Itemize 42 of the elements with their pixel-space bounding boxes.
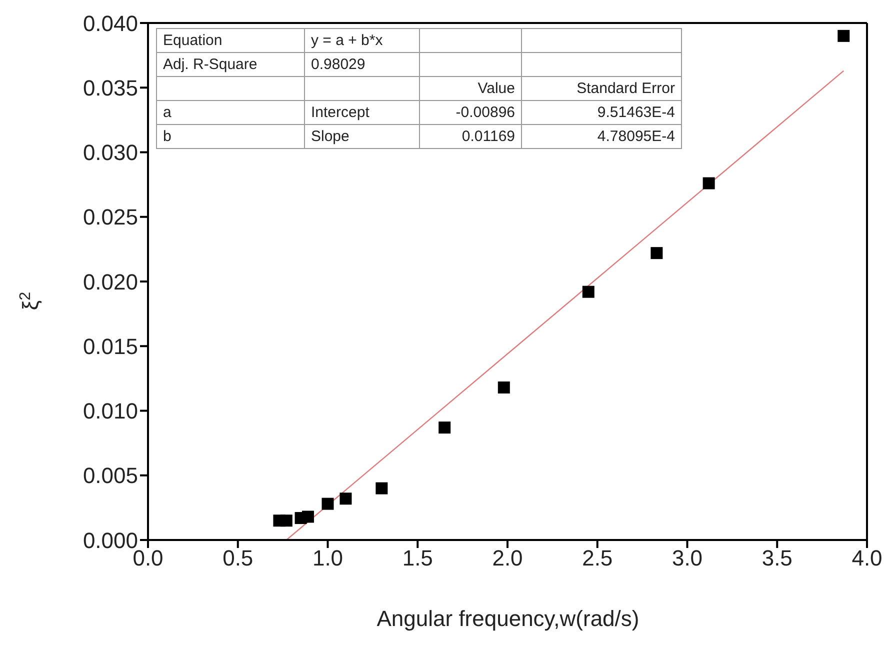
annotation: 9.51463E-4 bbox=[522, 100, 682, 124]
x-tick-label: 3.0 bbox=[672, 546, 703, 571]
point bbox=[650, 247, 663, 260]
y-tick-label: 0.035 bbox=[82, 75, 138, 100]
annotation: b bbox=[156, 124, 304, 148]
y-tick-label: 0.010 bbox=[82, 398, 138, 424]
x-tick-label: 0.5 bbox=[222, 546, 254, 571]
annotation: Standard Error bbox=[522, 76, 682, 100]
point bbox=[322, 498, 334, 510]
annotation: Slope bbox=[304, 124, 420, 148]
x-axis-title: Angular frequency,w(rad/s) bbox=[376, 606, 640, 631]
y-tick-label: 0.025 bbox=[82, 204, 138, 230]
point bbox=[340, 492, 352, 505]
x-tick-label: 1.0 bbox=[312, 546, 344, 571]
y-tick-label: 0.020 bbox=[82, 269, 138, 294]
x-tick-label: 1.5 bbox=[402, 546, 433, 571]
point bbox=[376, 482, 388, 494]
y-tick-label: 0.005 bbox=[82, 463, 138, 488]
annotation: 0.98029 bbox=[304, 52, 420, 76]
annotation: Value bbox=[420, 76, 522, 100]
annotation: 0.01169 bbox=[420, 124, 522, 148]
y-tick-label: 0.030 bbox=[82, 140, 138, 166]
point bbox=[498, 381, 510, 394]
point bbox=[302, 510, 314, 523]
annotation: Adj. R-Square bbox=[156, 52, 304, 76]
point bbox=[438, 422, 451, 434]
x-tick-label: 2.0 bbox=[492, 546, 523, 571]
x-tick-label: 2.5 bbox=[582, 546, 613, 571]
x-tick-label: 3.5 bbox=[762, 546, 792, 571]
annotation: -0.00896 bbox=[420, 100, 522, 124]
y-tick-label: 0.040 bbox=[82, 10, 138, 36]
annotation: a bbox=[156, 100, 304, 124]
annotation: 4.78095E-4 bbox=[522, 124, 682, 148]
annotation: y = a + b*x bbox=[304, 28, 420, 52]
point bbox=[582, 286, 594, 298]
point bbox=[702, 177, 715, 190]
point bbox=[838, 30, 850, 42]
point bbox=[280, 514, 292, 527]
x-tick-label: 4.0 bbox=[852, 546, 882, 571]
y-tick-label: 0.015 bbox=[82, 334, 138, 359]
annotation: Equation bbox=[156, 28, 304, 52]
annotation: Intercept bbox=[304, 100, 420, 124]
